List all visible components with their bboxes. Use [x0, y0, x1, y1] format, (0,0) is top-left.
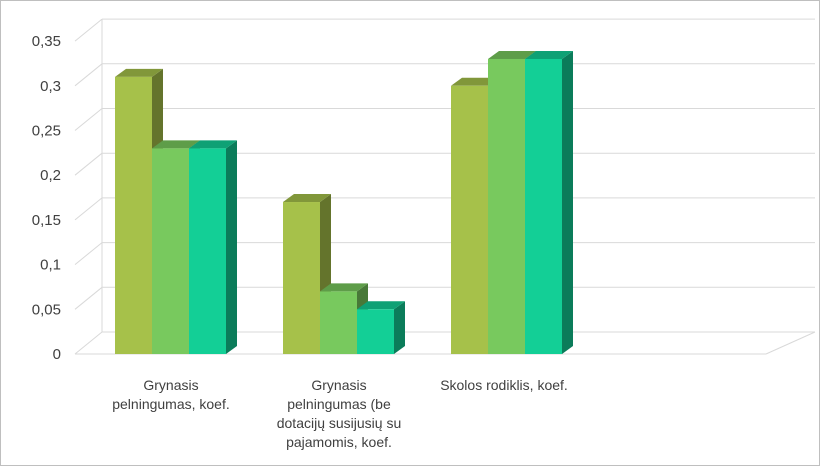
x-axis-categories: Grynasis pelningumas, koef. Grynasis pelnin…	[112, 377, 568, 450]
bar-front	[488, 58, 525, 354]
gridline-diagonal	[74, 108, 103, 131]
bars	[115, 50, 573, 355]
bar-top	[189, 140, 237, 149]
y-tick-label: 0,2	[40, 167, 61, 184]
bar-front	[525, 58, 562, 354]
bar-front	[189, 148, 226, 354]
bar-front	[152, 148, 189, 354]
bar-top	[451, 77, 499, 86]
bar-top	[115, 68, 163, 77]
gridline-diagonal	[74, 197, 103, 221]
gridline-diagonal	[74, 286, 103, 310]
bar-front	[320, 291, 357, 354]
bar-side	[226, 140, 237, 354]
gridline-diagonal	[74, 331, 103, 355]
bar	[189, 140, 237, 354]
y-tick-label: 0,1	[40, 257, 61, 274]
y-tick-label: 0,15	[32, 212, 61, 229]
y-tick-label: 0,25	[32, 123, 61, 140]
gridline-diagonal	[74, 63, 103, 87]
y-tick-label: 0,05	[32, 301, 61, 318]
category-label: Grynasis pelningumas, koef.	[112, 377, 230, 412]
bar-front	[283, 202, 320, 354]
category-label: Grynasis pelningumas (be dotacijų susijusi…	[277, 377, 402, 450]
gridline-diagonal	[74, 242, 103, 265]
bar-top	[525, 50, 573, 59]
bar-front	[357, 309, 394, 354]
bar-side	[562, 50, 573, 354]
y-tick-label: 0	[53, 346, 61, 363]
bar-front	[115, 76, 152, 355]
y-tick-label: 0,35	[32, 33, 61, 50]
bar	[357, 301, 405, 354]
bar-top	[320, 283, 368, 292]
bar-front	[451, 85, 488, 355]
y-axis: 0 0,05 0,1 0,15 0,2 0,25 0,3 0,35	[32, 33, 61, 363]
gridline-diagonal	[74, 152, 103, 176]
y-tick-label: 0,3	[40, 78, 61, 95]
bar-side	[394, 301, 405, 354]
bar-top	[152, 140, 200, 149]
bar-top	[357, 301, 405, 310]
floor-right-edge	[765, 331, 816, 355]
category-label: Skolos rodiklis, koef.	[440, 377, 568, 393]
bar	[525, 50, 573, 354]
gridline-diagonal	[74, 18, 103, 42]
bar-top	[488, 50, 536, 59]
bar-top	[283, 194, 331, 203]
